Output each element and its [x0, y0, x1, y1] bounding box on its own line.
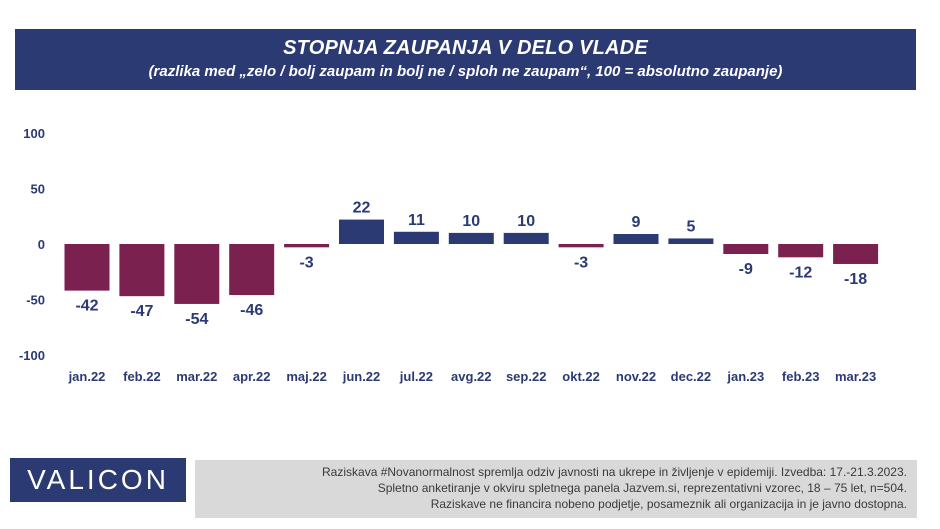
x-tick-label: nov.22 [616, 369, 656, 384]
data-label: -46 [240, 302, 263, 319]
x-tick-label: jun.22 [342, 369, 381, 384]
valicon-logo: VALICON [10, 458, 186, 502]
data-label: -47 [130, 303, 153, 320]
footer-line: Raziskava #Novanormalnost spremlja odziv… [322, 465, 907, 479]
bar [393, 231, 439, 244]
footer-note: Raziskava #Novanormalnost spremlja odziv… [195, 460, 917, 518]
x-tick-label: feb.23 [782, 369, 820, 384]
x-tick-label: mar.23 [835, 369, 876, 384]
bar [64, 244, 110, 291]
title-banner: STOPNJA ZAUPANJA V DELO VLADE (razlika m… [15, 29, 916, 90]
chart-title: STOPNJA ZAUPANJA V DELO VLADE [283, 37, 648, 59]
data-label: -42 [75, 298, 98, 315]
bar [833, 244, 879, 264]
bar [448, 232, 494, 244]
x-tick-label: maj.22 [286, 369, 326, 384]
footer-line: Raziskave ne financira nobeno podjetje, … [430, 497, 907, 511]
data-label: -18 [844, 271, 867, 288]
data-label: 22 [353, 200, 371, 217]
bar [723, 244, 769, 254]
x-tick-label: dec.22 [671, 369, 711, 384]
x-tick-label: feb.22 [123, 369, 161, 384]
x-tick-label: mar.22 [176, 369, 217, 384]
y-tick-label: -50 [26, 293, 45, 308]
data-label: 10 [462, 213, 480, 230]
y-tick-label: 0 [38, 237, 45, 252]
data-label: 10 [517, 213, 535, 230]
y-tick-label: 50 [31, 182, 45, 197]
bar [558, 244, 604, 248]
data-label: 11 [408, 212, 425, 229]
x-tick-label: jul.22 [399, 369, 433, 384]
chart-subtitle: (razlika med „zelo / bolj zaupam in bolj… [148, 63, 783, 80]
x-tick-label: jan.23 [726, 369, 764, 384]
bar [229, 244, 275, 296]
bar [174, 244, 220, 304]
x-tick-label: okt.22 [562, 369, 600, 384]
x-tick-label: sep.22 [506, 369, 546, 384]
bar [778, 244, 824, 258]
bar [668, 238, 714, 244]
bar [613, 234, 659, 244]
x-tick-label: jan.22 [68, 369, 106, 384]
data-label: -54 [185, 311, 208, 328]
footer-line: Spletno anketiranje v okviru spletnega p… [377, 481, 907, 495]
x-tick-label: avg.22 [451, 369, 491, 384]
y-tick-label: -100 [19, 348, 45, 363]
y-tick-label: 100 [23, 126, 45, 141]
bar-chart: 100 50 0 -50 -100 -42 jan.22 -47 feb.22 -54 mar.22… [19, 126, 879, 384]
bar [119, 244, 165, 297]
data-label: -3 [299, 254, 313, 271]
data-label: -9 [739, 261, 753, 278]
data-label: 5 [686, 218, 695, 235]
x-tick-label: apr.22 [233, 369, 271, 384]
data-label: -12 [789, 264, 812, 281]
bar [284, 244, 330, 248]
data-label: -3 [574, 254, 588, 271]
data-label: 9 [632, 214, 641, 231]
bar [503, 232, 549, 244]
bar [339, 219, 384, 244]
